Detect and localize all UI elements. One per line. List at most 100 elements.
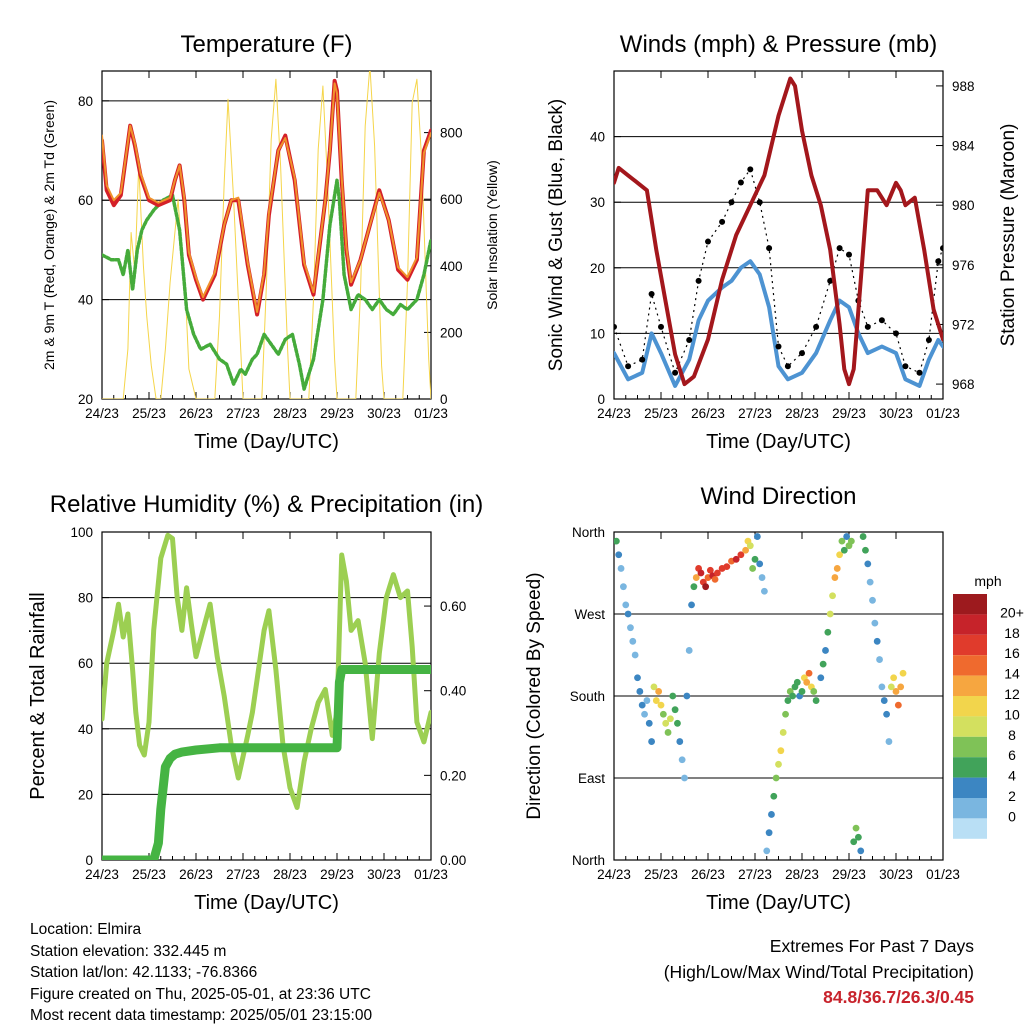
direction-xtick-label: 01/23 xyxy=(926,867,960,882)
station-latlon: Station lat/lon: 42.1133; -76.8366 xyxy=(30,964,258,981)
station-info: Location: Elmira Station elevation: 332.… xyxy=(30,919,372,1027)
winds-gust-point xyxy=(925,336,932,343)
temperature-xtick-label: 26/23 xyxy=(179,406,213,421)
direction-point xyxy=(892,688,900,695)
direction-ytick-label: South xyxy=(570,689,605,704)
temperature-plot-area xyxy=(102,71,431,399)
humidity-ytick-label: 80 xyxy=(78,591,93,606)
direction-point xyxy=(876,656,883,663)
direction-legend-title: mph xyxy=(974,573,1001,589)
direction-xtick-label: 24/23 xyxy=(597,867,631,882)
winds-xlabel: Time (Day/UTC) xyxy=(706,431,851,453)
winds-ytick-label: 30 xyxy=(590,195,605,210)
direction-point xyxy=(669,692,677,700)
winds-gust-point xyxy=(756,199,763,206)
direction-point xyxy=(840,546,848,554)
direction-point xyxy=(706,566,714,574)
direction-point xyxy=(850,838,858,846)
direction-point xyxy=(650,683,658,691)
humidity-xtick-label: 24/23 xyxy=(85,867,119,882)
temperature-title: Temperature (F) xyxy=(180,31,352,58)
direction-point xyxy=(631,651,639,659)
winds-gust-point xyxy=(728,199,735,206)
direction-point xyxy=(655,688,663,695)
direction-legend-label: 12 xyxy=(1004,686,1020,702)
winds-xtick-label: 01/23 xyxy=(926,406,960,421)
direction-legend-label: 2 xyxy=(1008,788,1016,804)
direction-legend-label: 8 xyxy=(1008,727,1016,743)
direction-point xyxy=(793,678,801,686)
direction-point xyxy=(624,610,632,618)
direction-point xyxy=(894,701,902,709)
direction-point xyxy=(784,697,792,704)
direction-point xyxy=(763,847,771,855)
winds-y2tick-label: 980 xyxy=(952,198,975,213)
winds-title: Winds (mph) & Pressure (mb) xyxy=(620,31,937,58)
direction-legend-swatch xyxy=(953,716,987,737)
winds-wind-series xyxy=(614,259,943,388)
winds-gust-point xyxy=(878,317,885,324)
winds-ytick-label: 0 xyxy=(597,392,605,407)
winds-gust-point xyxy=(836,245,843,252)
direction-point xyxy=(805,669,813,677)
direction-legend-label: 10 xyxy=(1004,706,1020,722)
winds-y2tick-label: 988 xyxy=(952,79,975,94)
winds-gust-point xyxy=(813,323,820,330)
temperature-temp_9m-series xyxy=(102,82,431,313)
direction-point xyxy=(826,610,834,618)
direction-point xyxy=(765,829,773,837)
humidity-title: Relative Humidity (%) & Precipitation (i… xyxy=(50,491,483,518)
direction-plot-area xyxy=(614,533,907,855)
direction-point xyxy=(638,701,646,709)
direction-point xyxy=(817,674,825,682)
direction-title: Wind Direction xyxy=(700,483,856,510)
direction-legend-label: 14 xyxy=(1004,666,1020,682)
direction-point xyxy=(667,715,674,723)
temperature-y2tick-label: 800 xyxy=(440,126,463,141)
direction-point xyxy=(634,674,641,682)
winds-y2tick-label: 972 xyxy=(952,317,975,332)
direction-legend-swatch xyxy=(953,798,987,819)
winds-gust-point xyxy=(747,166,754,173)
direction-point xyxy=(885,738,893,745)
direction-ytick-label: East xyxy=(578,771,605,786)
direction-point xyxy=(873,637,881,645)
direction-point xyxy=(749,565,757,572)
winds-gust-point xyxy=(827,277,834,284)
direction-legend-swatch xyxy=(953,777,987,798)
winds-pressure-series xyxy=(614,76,943,387)
humidity-ytick-label: 0 xyxy=(85,853,93,868)
temperature-xtick-label: 28/23 xyxy=(273,406,307,421)
direction-point xyxy=(678,756,686,764)
humidity-xtick-label: 26/23 xyxy=(179,867,213,882)
direction-point xyxy=(629,637,637,645)
humidity-rh-series xyxy=(102,532,431,810)
humidity-ytick-label: 60 xyxy=(78,656,93,671)
direction-point xyxy=(878,683,886,691)
humidity-xtick-label: 01/23 xyxy=(414,867,448,882)
direction-point xyxy=(798,688,806,695)
direction-point xyxy=(732,555,740,563)
direction-legend-label: 0 xyxy=(1008,808,1016,824)
humidity-xtick-label: 27/23 xyxy=(226,867,260,882)
direction-point xyxy=(683,692,691,700)
winds-gust-line xyxy=(614,168,943,375)
direction-point xyxy=(662,719,670,727)
direction-ylabel: Direction (Colored By Speed) xyxy=(524,572,545,819)
humidity-xtick-label: 29/23 xyxy=(320,867,354,882)
winds-gust-point xyxy=(705,238,711,245)
direction-legend-swatch xyxy=(953,614,987,635)
humidity-xtick-label: 25/23 xyxy=(132,867,166,882)
direction-point xyxy=(829,592,836,600)
direction-xtick-label: 26/23 xyxy=(691,867,725,882)
humidity-precip-series xyxy=(102,665,431,860)
winds-gust-point xyxy=(639,356,646,363)
humidity-ytick-label: 20 xyxy=(78,787,93,802)
temperature-ytick-label: 60 xyxy=(78,193,93,208)
temperature-xtick-label: 29/23 xyxy=(320,406,354,421)
direction-point xyxy=(852,824,860,832)
humidity-xtick-label: 30/23 xyxy=(367,867,401,882)
temperature-y2tick-label: 0 xyxy=(440,392,448,407)
direction-point xyxy=(897,683,905,691)
direction-point xyxy=(615,551,623,559)
